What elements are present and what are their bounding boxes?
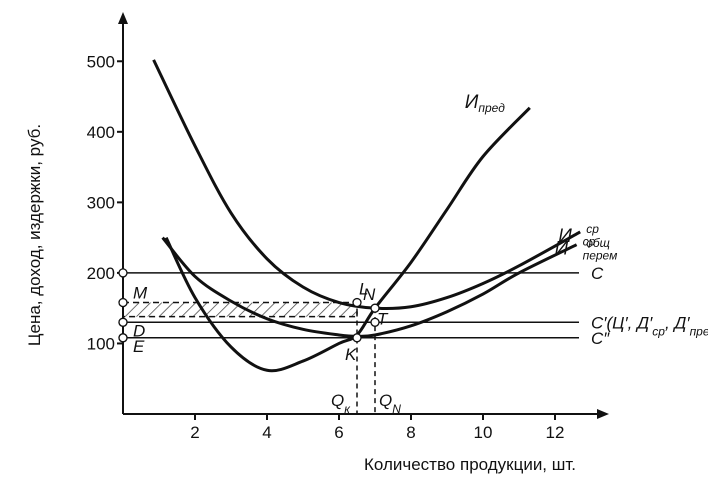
point [118,317,128,327]
label-part: , Д′ [665,313,690,332]
point-label: L [359,280,368,299]
label-name: И [465,92,479,113]
label-part: к [344,402,351,416]
legend-label: Ипред [465,92,505,115]
label-part: C″ [591,329,610,348]
x-axis-arrow [597,409,609,419]
label-sub: пред [478,101,505,115]
label-part: Q [331,391,344,410]
y-tick-label: 100 [87,334,115,353]
y-tick-label: 200 [87,264,115,283]
label-name: И [555,239,569,260]
label-sub: общ [586,236,610,250]
label: Qк [331,391,351,416]
point [370,317,380,327]
y-tick-label: 500 [87,52,115,71]
point-label: E [133,337,145,356]
y-axis-arrow [118,12,128,24]
label-sup: ср [586,222,599,236]
axis-point [118,268,128,278]
label: QN [379,391,401,416]
label-sub: перем [583,249,618,263]
x-tick-label: 8 [406,423,415,442]
point [118,333,128,343]
point [352,333,362,343]
x-tick-label: 4 [262,423,271,442]
cost-curve [164,106,531,373]
x-tick-label: 10 [474,423,493,442]
label: C′(Ц′, Д′ср, Д′пред) [591,313,708,338]
point-label: N [363,285,376,304]
point [118,297,128,308]
point-label: K [345,345,357,364]
point [352,297,362,308]
x-tick-label: 12 [546,423,565,442]
label: C [591,264,604,283]
label-part: пред [690,324,708,338]
label-sup: ср [583,235,596,249]
point-label: D [133,321,145,340]
x-axis-title: Количество продукции, шт. [364,455,576,474]
label-part: Q [379,391,392,410]
y-axis-title: Цена, доход, издержки, руб. [25,124,44,346]
label-part: ср [652,324,665,338]
point [370,303,380,313]
hatched-area [122,301,358,318]
x-tick-label: 2 [190,423,199,442]
point-label: M [133,284,148,303]
x-tick-label: 6 [334,423,343,442]
label-part: C′(Ц′, Д′ [591,313,653,332]
label-part: C [591,264,604,283]
label: C″ [591,329,610,348]
point-label: T [377,309,389,328]
label-part: N [392,402,401,416]
label-name: И [558,226,572,247]
y-tick-label: 400 [87,123,115,142]
cost-curve [152,59,581,311]
y-tick-label: 300 [87,193,115,212]
